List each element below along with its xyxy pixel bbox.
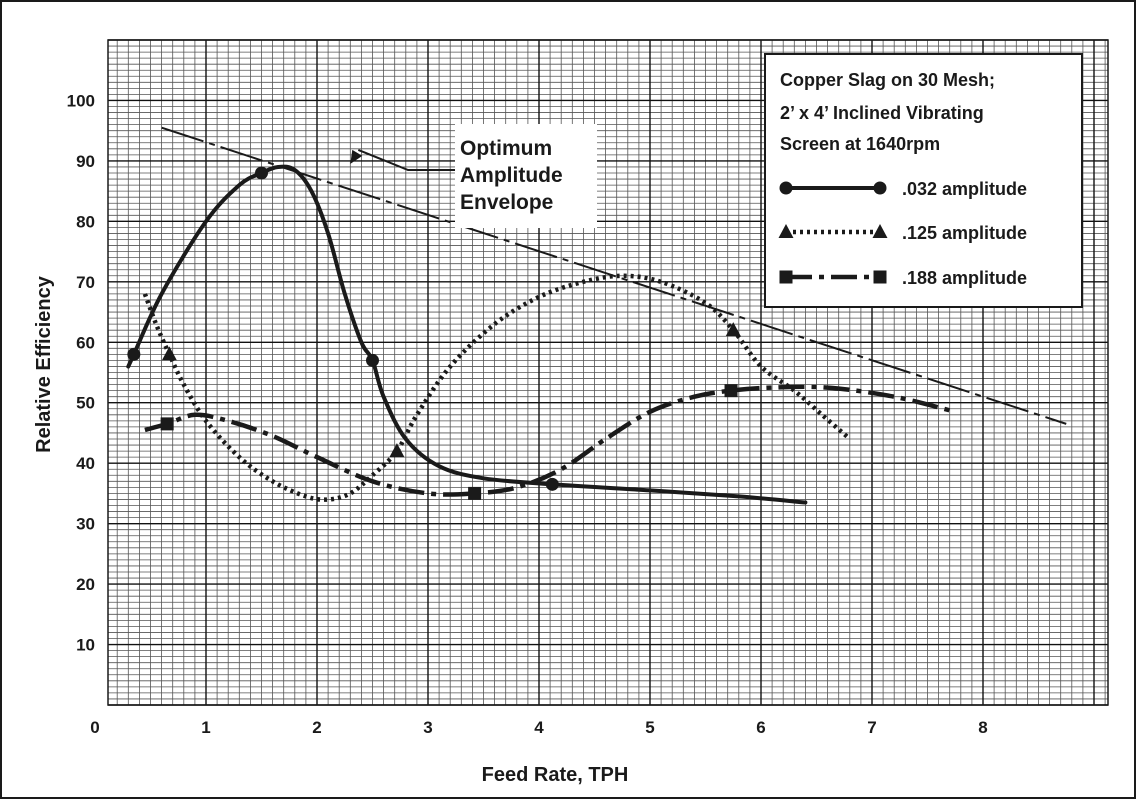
x-tick-label: 0 [90,718,99,737]
y-tick-label: 100 [67,91,95,110]
legend-title-line-2: 2’ x 4’ Inclined Vibrating [780,103,984,123]
legend-entry-1: .032 amplitude [779,179,1027,199]
x-tick-label: 7 [867,718,876,737]
y-axis-ticks: 10 20 30 40 50 60 70 80 90 100 [67,91,95,654]
annotation-line-3: Envelope [460,191,553,214]
optimum-annotation: Optimum Amplitude Envelope [350,124,597,228]
legend-marker [873,181,887,195]
x-tick-label: 2 [312,718,321,737]
y-tick-label: 20 [76,575,95,594]
x-tick-label: 6 [756,718,765,737]
legend-title-line-3: Screen at 1640rpm [780,134,940,154]
x-tick-label: 3 [423,718,432,737]
plot-area-frame [107,39,1109,706]
series-3-marker [160,417,174,431]
annotation-background [455,124,597,228]
envelope-line [161,126,1067,425]
legend-label: .032 amplitude [902,179,1027,199]
legend-label: .188 amplitude [902,268,1027,288]
legend-entries: .032 amplitude .125 amplitude .188 amplitu… [778,179,1027,288]
series-1-marker [366,353,379,367]
series-layer [126,164,956,505]
y-tick-label: 30 [76,515,95,534]
y-tick-label: 40 [76,454,95,473]
y-tick-label: 10 [76,636,95,655]
x-axis-ticks: 0 1 2 3 4 5 6 7 8 [90,718,987,737]
legend-title-line-1: Copper Slag on 30 Mesh; [780,70,995,90]
series-3 [144,384,956,500]
y-tick-label: 90 [76,152,95,171]
legend-marker [873,270,887,284]
series-1-marker [255,166,268,180]
series-3-marker [468,486,482,500]
legend-marker [872,224,888,238]
series-2 [142,273,852,502]
x-axis-title: Feed Rate, TPH [482,764,629,786]
minor-grid-lines [108,40,1108,705]
series-1-marker [127,347,141,361]
series-2-marker [725,322,741,337]
legend-marker [779,181,793,195]
series-2-marker [161,346,177,361]
legend-entry-3: .188 amplitude [779,268,1027,288]
minor-grid [108,40,1108,705]
legend-entry-2: .125 amplitude [778,223,1027,243]
series-2-marker [389,443,405,458]
y-axis-title: Relative Efficiency [33,275,55,453]
x-tick-label: 4 [534,718,544,737]
y-tick-label: 60 [76,333,95,352]
legend-marker [779,270,793,284]
x-tick-label: 5 [645,718,654,737]
legend-marker [778,224,794,238]
y-tick-label: 70 [76,273,95,292]
series-1 [126,164,808,505]
legend: Copper Slag on 30 Mesh; 2’ x 4’ Inclined… [764,53,1083,308]
legend-label: .125 amplitude [902,223,1027,243]
y-tick-label: 80 [76,212,95,231]
series-3-marker [724,384,738,398]
x-tick-label: 1 [201,718,210,737]
optimum-envelope-line [161,126,1067,425]
annotation-line-2: Amplitude [460,164,563,187]
legend-box [764,53,1083,308]
annotation-arrow [350,149,455,171]
y-tick-label: 50 [76,394,95,413]
annotation-leader-line [357,149,455,171]
series-1-marker [545,477,559,491]
annotation-line-1: Optimum [460,137,552,160]
annotation-arrowhead [350,149,363,164]
x-tick-label: 8 [978,718,987,737]
